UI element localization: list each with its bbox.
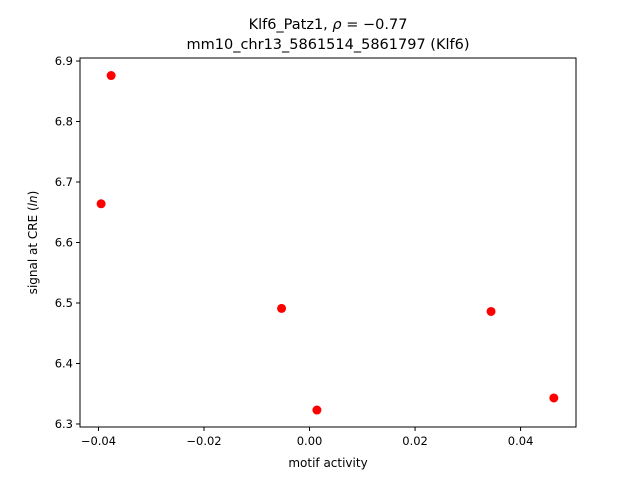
data-point [106,71,116,81]
chart-title-line1: Klf6_Patz1, ρ = −0.77 [249,17,408,33]
y-tick-label: 6.3 [55,417,73,431]
y-tick-label: 6.7 [55,175,73,189]
y-axis-label: signal at CRE (ln) [26,191,40,295]
y-tick-label: 6.9 [55,54,73,68]
chart-title-line2: mm10_chr13_5861514_5861797 (Klf6) [187,37,470,53]
y-tick-label: 6.6 [55,236,73,250]
data-point [486,306,496,316]
x-axis-label: motif activity [288,456,367,470]
x-tick-label: 0.00 [297,434,323,448]
x-tick-label: −0.04 [81,434,116,448]
x-tick-label: 0.02 [402,434,428,448]
y-tick-label: 6.8 [55,115,73,129]
data-point [312,405,322,415]
data-point [96,199,106,209]
data-point [277,303,287,313]
data-point [549,393,559,403]
y-tick-label: 6.5 [55,296,73,310]
data-points [96,71,559,415]
y-axis-label-ln: ln [26,195,40,206]
x-tick-label: 0.04 [508,434,534,448]
y-axis-ticks: 6.3 6.4 6.5 6.6 6.7 6.8 6.9 [55,54,80,431]
x-tick-label: −0.02 [186,434,221,448]
plot-frame [79,57,577,428]
y-tick-label: 6.4 [55,356,73,370]
x-axis-ticks: −0.04 −0.02 0.00 0.02 0.04 [81,427,534,448]
rho-symbol: ρ [332,17,342,33]
